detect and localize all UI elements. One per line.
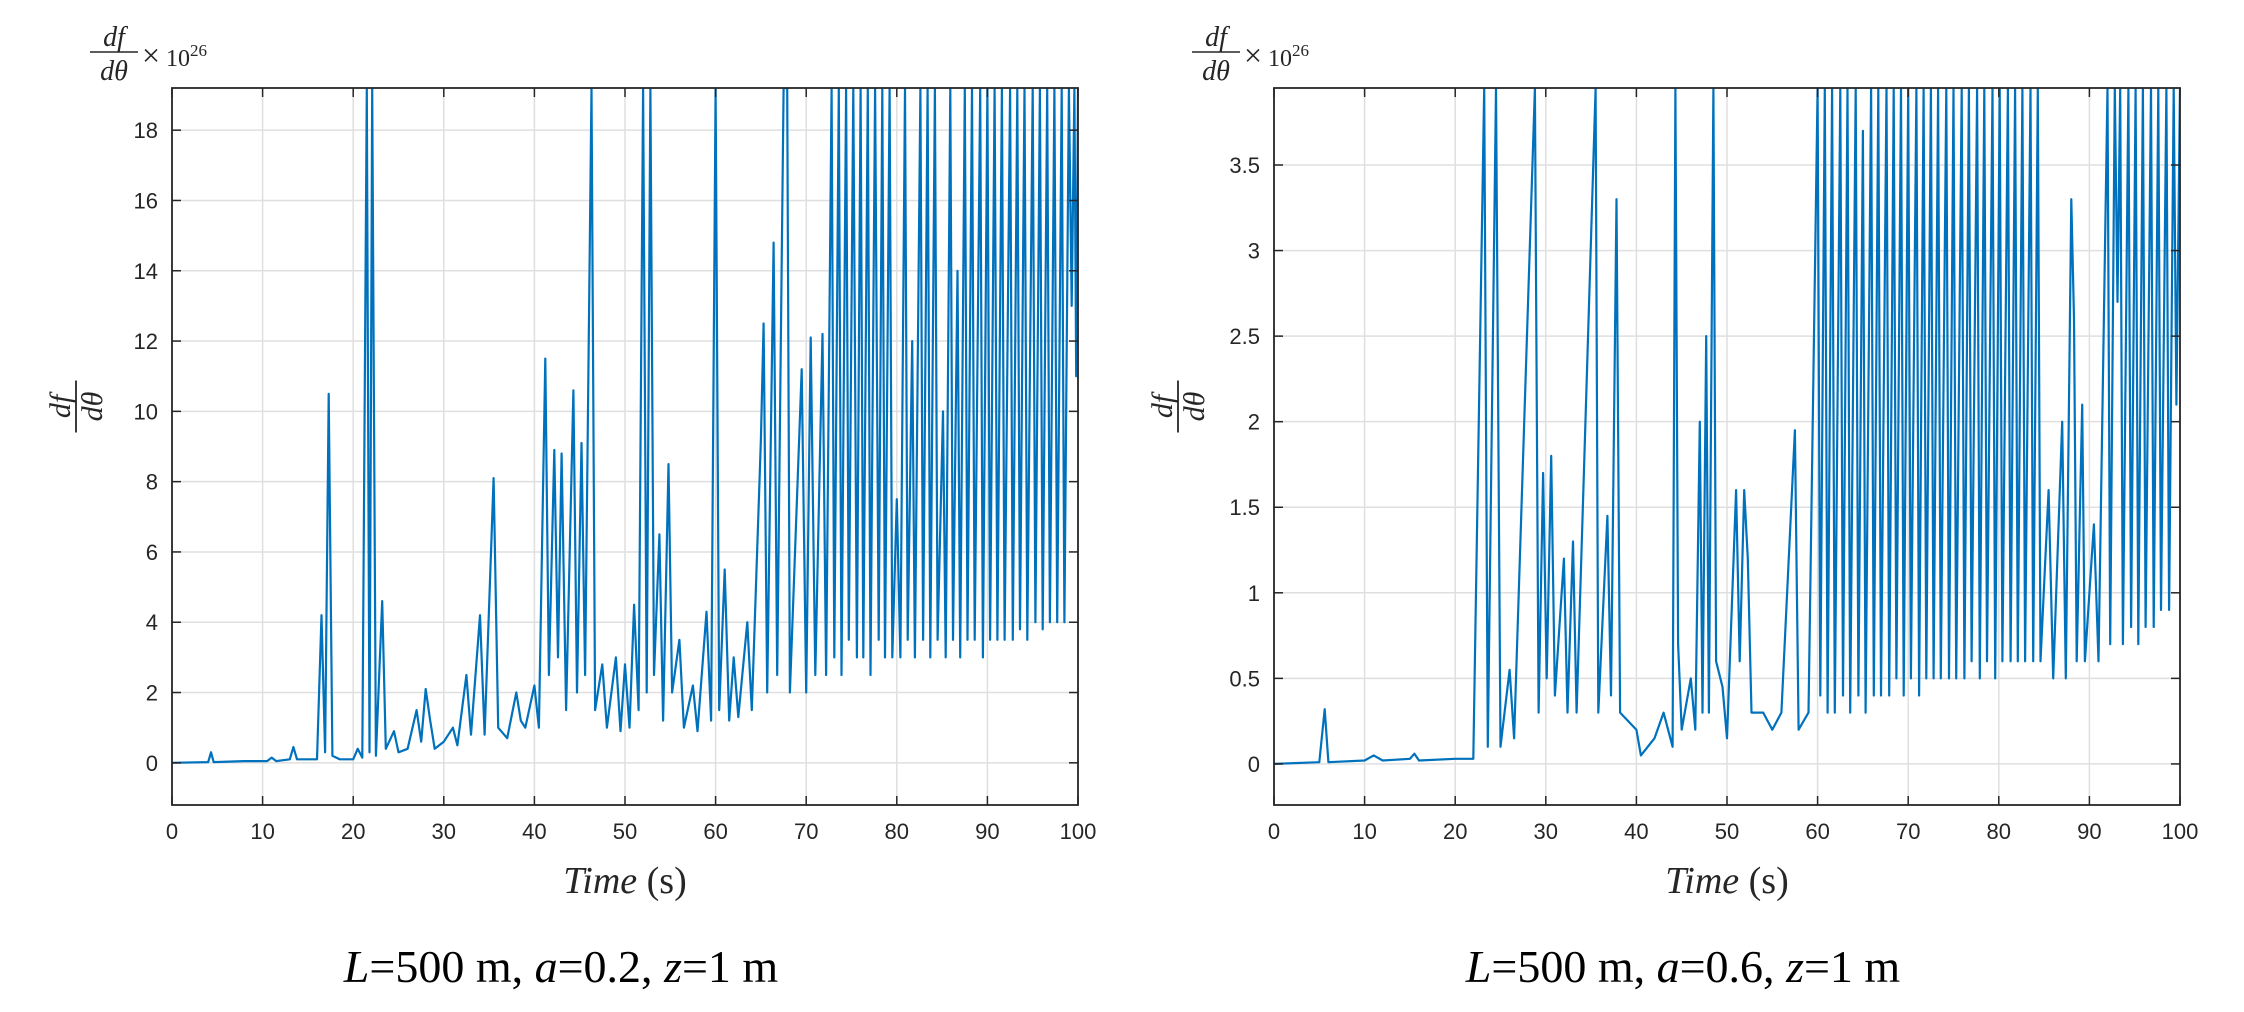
y-axis-label-denominator: dθ [76, 391, 109, 421]
chart-right: 0 10 20 30 40 50 60 70 80 90 100 0 0.5 1 1.5 2 2.5 3 3.5 Ti… [1146, 22, 2199, 902]
x-tick-label: 100 [2162, 819, 2199, 844]
scale-factor-times: × [142, 37, 160, 73]
chart-panel-right: 0 10 20 30 40 50 60 70 80 90 100 0 0.5 1 1.5 2 2.5 3 3.5 Ti… [1122, 0, 2244, 1012]
caption-left-L: L [343, 941, 370, 992]
y-tick-label: 10 [134, 399, 158, 424]
caption-left-a-value: =0.2, [557, 941, 665, 992]
scale-factor-label: × 1026 [142, 37, 207, 73]
x-tick-label: 90 [2077, 819, 2101, 844]
y-axis-label: df dθ [1146, 380, 1211, 433]
caption-right-a: a [1656, 941, 1680, 992]
scale-factor-exponent: 26 [1292, 41, 1309, 60]
y-tick-label: 2.5 [1229, 324, 1260, 349]
y-tick-label: 2 [146, 681, 158, 706]
x-axis-label-name: Time [1665, 860, 1739, 902]
caption-left-a: a [534, 941, 558, 992]
y-tick-label: 0 [146, 751, 158, 776]
y-tick-label: 16 [134, 188, 158, 213]
x-tick-label: 80 [1987, 819, 2011, 844]
x-tick-label: 50 [613, 819, 637, 844]
x-tick-label: 40 [1624, 819, 1648, 844]
scale-factor-exponent: 26 [190, 41, 207, 60]
scale-factor-base: 10 [1262, 46, 1292, 72]
x-tick-label: 30 [432, 819, 456, 844]
chart-left: 0 10 20 30 40 50 60 70 80 90 100 0 2 4 6 8 10 12 14 16 18 Tim… [44, 22, 1097, 902]
scale-fraction-denominator: dθ [1202, 56, 1230, 87]
scale-factor-label: × 1026 [1244, 37, 1309, 73]
caption-left-L-value: =500 m, [369, 941, 535, 992]
x-tick-label: 0 [166, 819, 178, 844]
y-axis-label-numerator: df [44, 391, 77, 418]
y-axis-label-numerator: df [1146, 391, 1179, 418]
y-tick-label: 1.5 [1229, 495, 1260, 520]
y-tick-label: 0 [1248, 752, 1260, 777]
caption-left-z: z [664, 941, 682, 992]
x-tick-label: 10 [1352, 819, 1376, 844]
chart-panel-left: 0 10 20 30 40 50 60 70 80 90 100 0 2 4 6 8 10 12 14 16 18 Tim… [0, 22, 1122, 993]
y-tick-label: 14 [134, 259, 158, 284]
tick-marks [1273, 88, 2181, 805]
x-tick-label: 60 [1805, 819, 1829, 844]
caption-right-z-value: =1 m [1803, 941, 1901, 992]
y-axis-label: df dθ [44, 380, 109, 433]
caption-right: L=500 m, a=0.6, z=1 m [1122, 940, 2244, 993]
scale-factor-base: 10 [160, 46, 190, 72]
y-axis-label-denominator: dθ [1178, 391, 1211, 421]
x-tick-label: 70 [794, 819, 818, 844]
y-tick-label: 2 [1248, 410, 1260, 435]
caption-right-L-value: =500 m, [1491, 941, 1657, 992]
x-tick-label: 10 [250, 819, 274, 844]
x-axis-label-unit: (s) [637, 860, 687, 902]
y-tick-label: 6 [146, 540, 158, 565]
x-tick-label: 90 [975, 819, 999, 844]
x-tick-label: 30 [1534, 819, 1558, 844]
y-tick-label: 1 [1248, 581, 1260, 606]
x-tick-label: 100 [1060, 819, 1097, 844]
x-axis-label-name: Time [563, 860, 637, 902]
caption-right-a-value: =0.6, [1679, 941, 1787, 992]
y-tick-label: 12 [134, 329, 158, 354]
scale-fraction-numerator: df [103, 22, 128, 53]
x-tick-label: 50 [1715, 819, 1739, 844]
y-tick-label: 18 [134, 118, 158, 143]
series-line [1274, 88, 2180, 765]
x-tick-label: 80 [885, 819, 909, 844]
x-axis-label-unit: (s) [1739, 860, 1789, 902]
x-tick-label: 40 [522, 819, 546, 844]
x-tick-label: 20 [341, 819, 365, 844]
x-tick-label: 0 [1268, 819, 1280, 844]
series-line [172, 88, 1078, 764]
y-tick-label: 4 [146, 610, 158, 635]
y-tick-label: 3 [1248, 239, 1260, 264]
caption-left: L=500 m, a=0.2, z=1 m [0, 940, 1122, 993]
y-tick-label: 8 [146, 470, 158, 495]
x-tick-label: 60 [703, 819, 727, 844]
x-axis-label: Time (s) [1665, 860, 1789, 902]
y-tick-label: 0.5 [1229, 666, 1260, 691]
x-tick-label: 20 [1443, 819, 1467, 844]
x-tick-label: 70 [1896, 819, 1920, 844]
scale-fraction-numerator: df [1205, 22, 1230, 53]
caption-left-z-value: =1 m [681, 941, 779, 992]
y-tick-label: 3.5 [1229, 153, 1260, 178]
scale-fraction-denominator: dθ [100, 56, 128, 87]
caption-right-L: L [1465, 941, 1492, 992]
tick-marks [171, 88, 1079, 805]
x-axis-label: Time (s) [563, 860, 687, 902]
scale-factor-times: × [1244, 37, 1262, 73]
caption-right-z: z [1786, 941, 1804, 992]
